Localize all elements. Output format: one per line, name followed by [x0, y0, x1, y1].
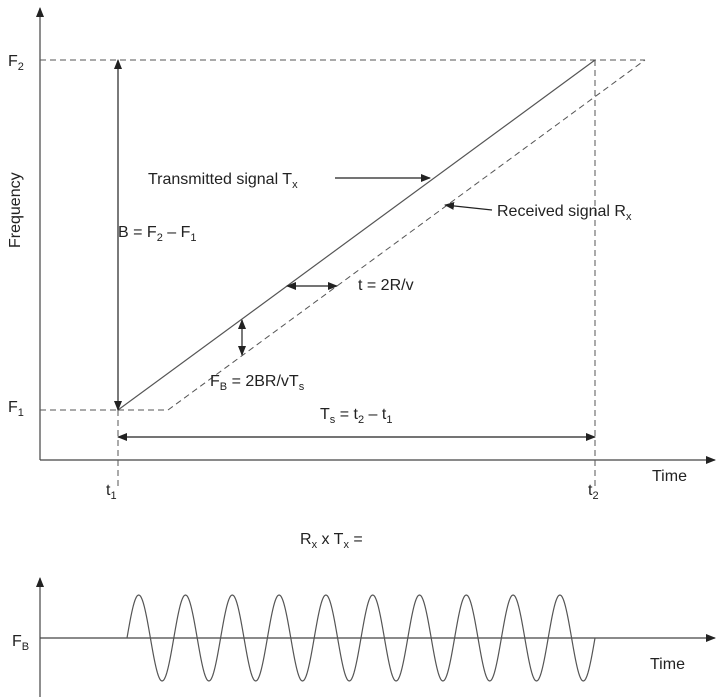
bandwidth-label: B = F2 – F1 — [118, 224, 197, 244]
subscript: x — [312, 539, 318, 551]
label-text: t — [588, 482, 593, 499]
label-text: – F — [163, 224, 191, 241]
label-text: t — [106, 482, 111, 499]
subscript: x — [292, 179, 298, 191]
f1-label: F1 — [8, 399, 24, 419]
label-text: B = F — [118, 224, 157, 241]
time-label: Time — [652, 468, 687, 485]
subscript: 2 — [592, 490, 598, 502]
t2-label: t2 — [588, 482, 599, 502]
label-text: Received signal R — [497, 203, 626, 220]
received-label: Received signal Rx — [497, 203, 632, 223]
label-text: x T — [317, 531, 344, 548]
label-text: Time — [650, 656, 685, 673]
label-text: T — [320, 406, 330, 423]
label-text: Time — [652, 468, 687, 485]
subscript: 2 — [157, 232, 163, 244]
label-text: = 2BR/vT — [227, 373, 299, 390]
fb-bottom-label: FB — [12, 633, 29, 653]
received-pointer — [444, 201, 493, 211]
subscript: s — [299, 381, 305, 393]
subscript: x — [626, 211, 632, 223]
subscript: B — [22, 641, 29, 653]
frequency-label: Frequency — [7, 172, 24, 248]
transmitted-label: Transmitted signal Tx — [148, 171, 298, 191]
subscript: 1 — [18, 407, 24, 419]
label-text: Transmitted signal T — [148, 171, 292, 188]
label-text: = — [349, 531, 363, 548]
transmitted-signal — [117, 59, 596, 411]
subscript: 2 — [358, 414, 364, 426]
subscript: 2 — [18, 61, 24, 73]
label-text: t = 2R/v — [358, 277, 414, 294]
beat-wave — [126, 594, 596, 682]
subscript: s — [330, 414, 336, 426]
label-text: = t — [335, 406, 358, 423]
received-signal — [118, 59, 646, 411]
sweep-label: Ts = t2 – t1 — [320, 406, 392, 426]
label-text: F — [12, 633, 22, 650]
subscript: B — [220, 381, 227, 393]
beat-label: FB = 2BR/vTs — [210, 373, 305, 393]
label-text: F — [8, 53, 18, 70]
delay-label: t = 2R/v — [358, 277, 414, 294]
subscript: x — [343, 539, 349, 551]
f2-label: F2 — [8, 53, 24, 73]
t1-label: t1 — [106, 482, 117, 502]
label-text: F — [8, 399, 18, 416]
time-bottom-label: Time — [650, 656, 685, 673]
subscript: 1 — [190, 232, 196, 244]
label-text: – t — [364, 406, 387, 423]
subscript: 1 — [386, 414, 392, 426]
subscript: 1 — [110, 490, 116, 502]
product-label: Rx x Tx = — [300, 531, 363, 551]
label-text: F — [210, 373, 220, 390]
label-text: Frequency — [7, 172, 24, 248]
label-text: R — [300, 531, 312, 548]
